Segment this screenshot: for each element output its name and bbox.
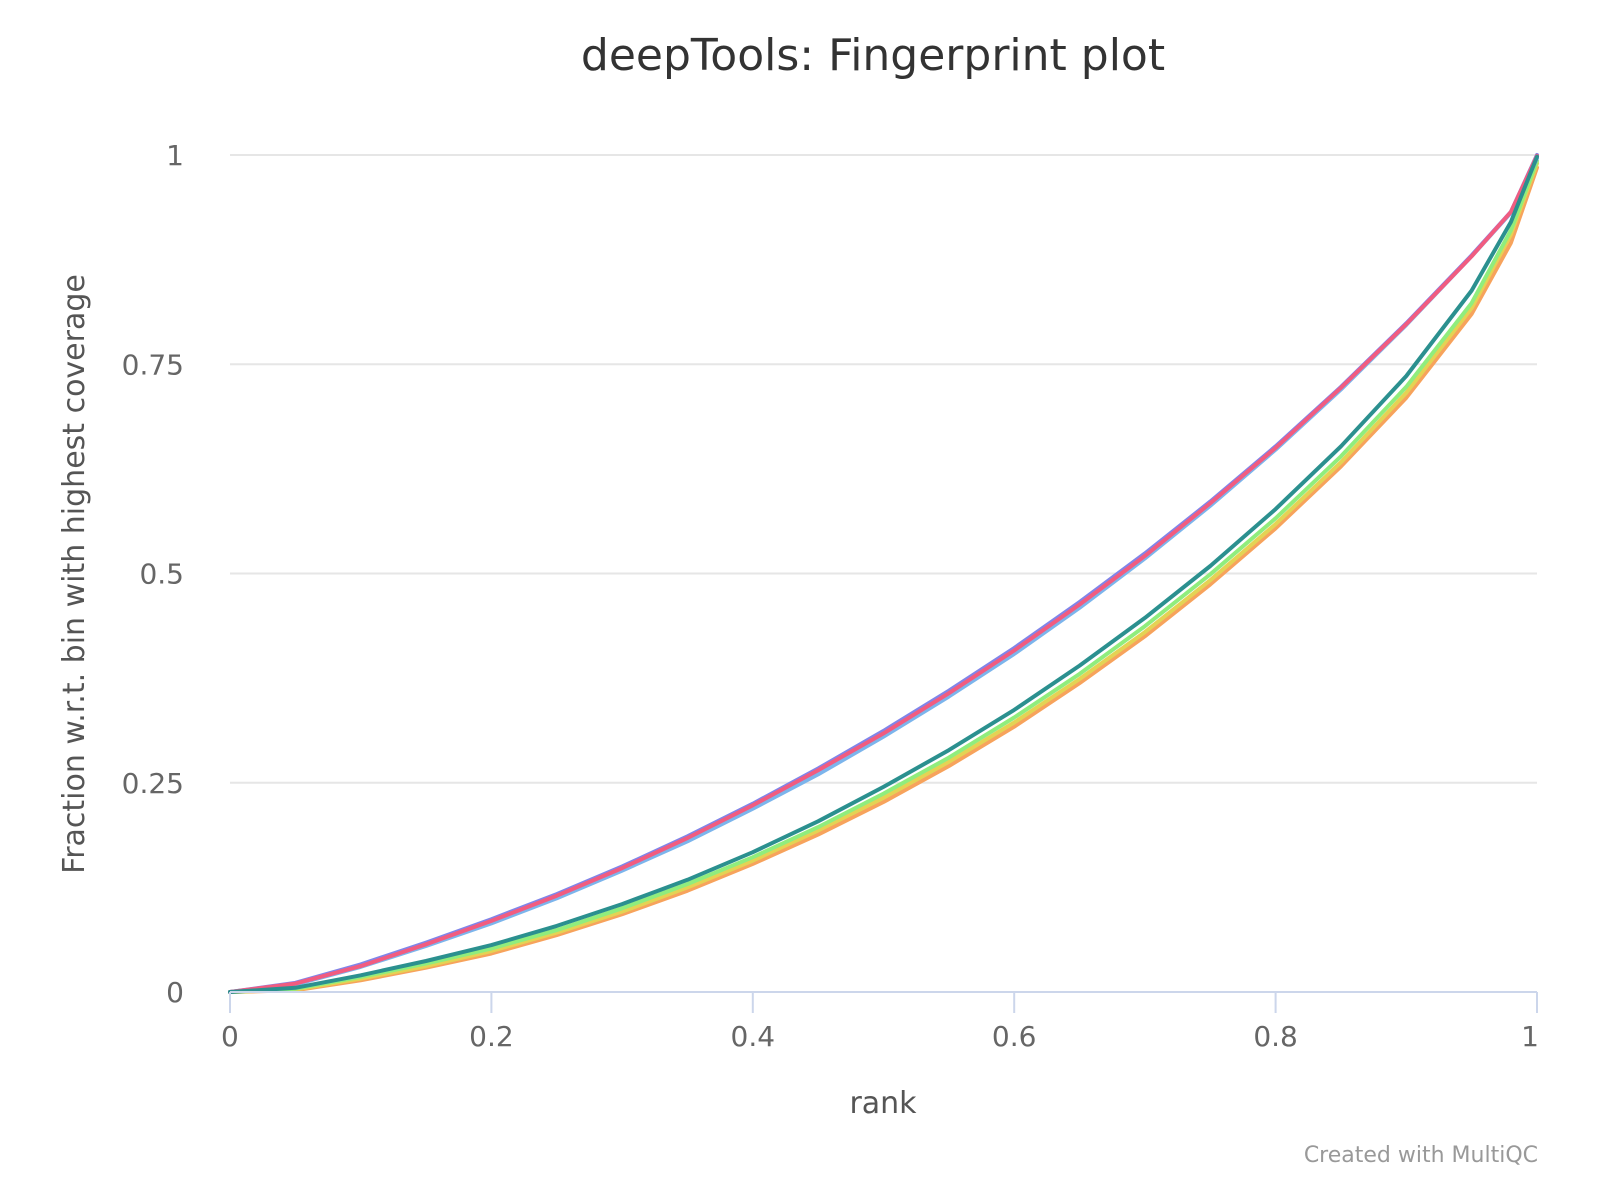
series-layer bbox=[228, 153, 1539, 994]
series-line-2[interactable] bbox=[228, 153, 1539, 994]
series-line-6[interactable] bbox=[228, 154, 1539, 994]
y-tick-label: 1 bbox=[166, 139, 184, 172]
x-tick-label: 1 bbox=[1521, 1020, 1539, 1053]
series-line-4[interactable] bbox=[228, 161, 1539, 994]
series-line-3[interactable] bbox=[228, 165, 1539, 994]
x-tick-label: 0.4 bbox=[731, 1020, 776, 1053]
x-tick-label: 0.8 bbox=[1253, 1020, 1298, 1053]
tick-labels: 0 0.25 0.5 0.75 1 0 0.2 0.4 0.6 0.8 1 bbox=[122, 139, 1539, 1053]
x-tick-label: 0 bbox=[221, 1020, 239, 1053]
series-line-0[interactable] bbox=[228, 156, 1539, 994]
axes bbox=[229, 991, 1538, 1013]
series-line-5[interactable] bbox=[228, 158, 1539, 994]
y-tick-label: 0.75 bbox=[122, 348, 184, 381]
x-axis-label: rank bbox=[849, 1086, 917, 1121]
grid-lines bbox=[230, 154, 1537, 784]
y-tick-label: 0.5 bbox=[139, 558, 184, 591]
credits-link[interactable]: Created with MultiQC bbox=[1304, 1143, 1538, 1168]
y-tick-label: 0 bbox=[166, 976, 184, 1009]
y-axis-label: Fraction w.r.t. bin with highest coverag… bbox=[57, 274, 92, 874]
chart-title: deepTools: Fingerprint plot bbox=[581, 30, 1165, 81]
x-tick-label: 0.6 bbox=[992, 1020, 1037, 1053]
y-tick-label: 0.25 bbox=[122, 767, 184, 800]
x-tick-label: 0.2 bbox=[469, 1020, 514, 1053]
